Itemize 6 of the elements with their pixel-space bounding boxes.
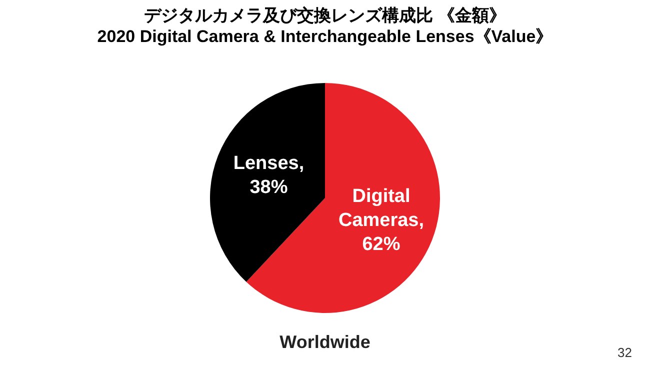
text: 32: [618, 345, 632, 360]
chart-subtitle: 2020 Digital Camera & Interchangeable Lenses《Value》: [97, 27, 553, 46]
text: Worldwide: [280, 332, 370, 352]
slice-label: Lenses, 38%: [233, 153, 304, 198]
chart-title: デジタルカメラ及び交換レンズ構成比 《金額》: [144, 6, 506, 25]
slice-label: Digital Cameras, 62%: [338, 186, 424, 255]
